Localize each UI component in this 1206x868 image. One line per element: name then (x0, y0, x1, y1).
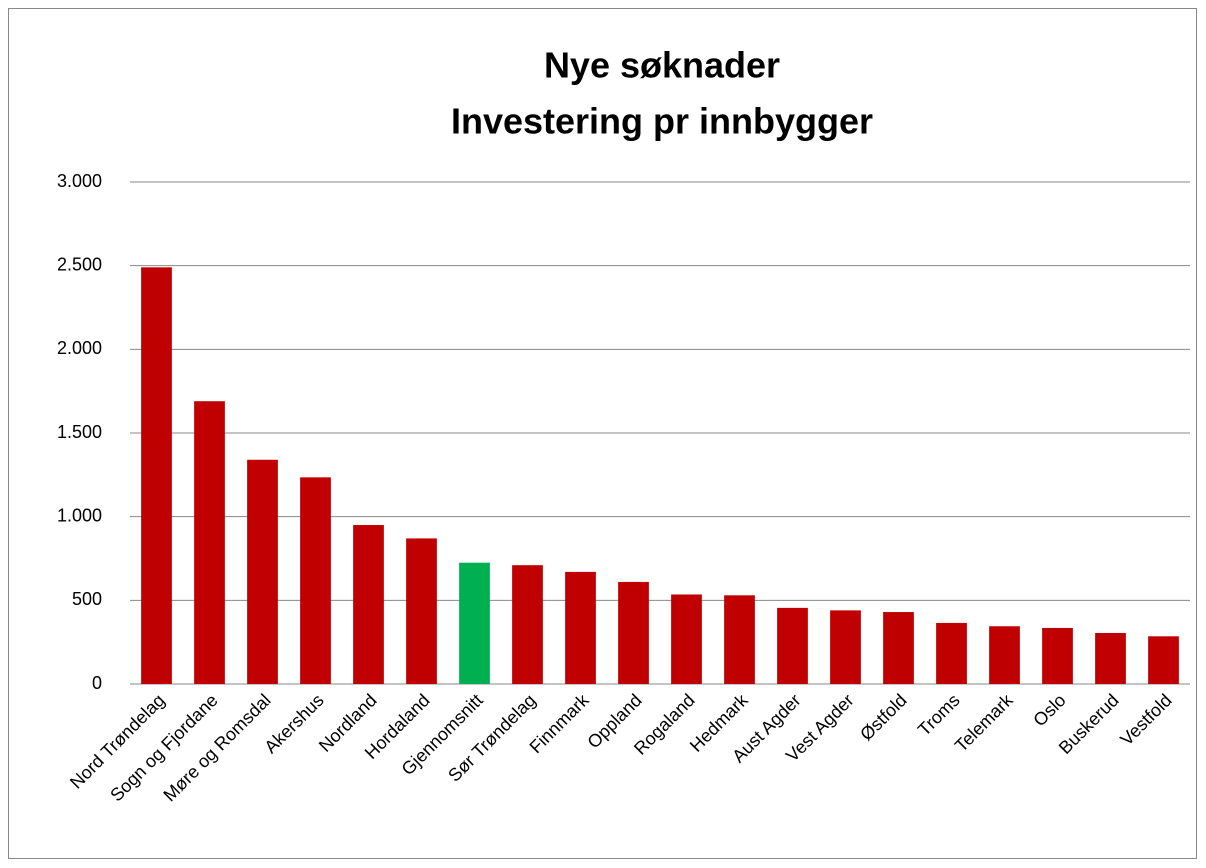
bar (1095, 632, 1126, 684)
y-tick-label: 0 (92, 673, 102, 693)
bar (459, 562, 490, 684)
bar (989, 626, 1020, 684)
y-tick-label: 1.500 (57, 422, 102, 442)
y-tick-label: 3.000 (57, 171, 102, 191)
bar (1148, 636, 1179, 684)
y-tick-label: 1.000 (57, 505, 102, 525)
y-tick-label: 500 (72, 589, 102, 609)
bar (830, 610, 861, 684)
bar (247, 459, 278, 684)
bar (194, 401, 225, 684)
bar (353, 525, 384, 684)
bar (883, 612, 914, 684)
bar (936, 622, 967, 684)
chart-title: Investering pr innbygger (451, 101, 873, 142)
bar (406, 538, 437, 684)
y-tick-label: 2.000 (57, 338, 102, 358)
bar (512, 565, 543, 684)
y-tick-label: 2.500 (57, 254, 102, 274)
bar (618, 581, 649, 684)
chart-title: Nye søknader (544, 45, 780, 86)
bar (671, 594, 702, 684)
bar (724, 595, 755, 684)
bar (1042, 627, 1073, 684)
bar (777, 607, 808, 684)
bar (141, 267, 172, 684)
bar (565, 571, 596, 684)
bar (300, 477, 331, 684)
